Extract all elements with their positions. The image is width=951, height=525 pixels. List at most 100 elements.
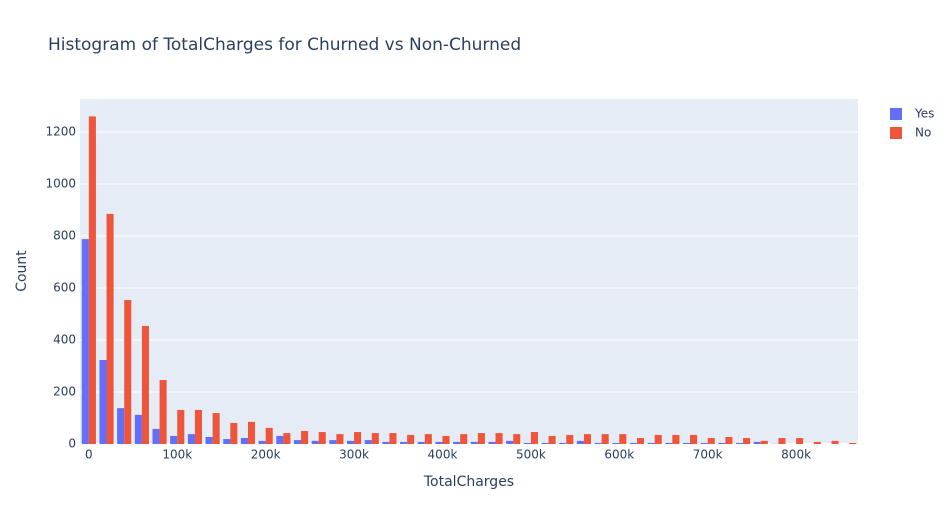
bar [849,442,857,444]
x-tick-label: 200k [251,448,281,462]
bar [400,441,408,444]
bar [177,409,185,444]
bar [301,431,309,444]
y-tick-label: 1000 [45,177,76,191]
bar [513,434,521,444]
bar [152,428,160,444]
bar [258,440,266,444]
bar [311,440,319,444]
y-axis-label: Count [14,250,30,292]
bar [276,435,284,444]
bar [99,360,107,444]
bar [329,440,337,444]
bar [230,422,238,444]
bar [88,116,96,444]
y-tick-label: 400 [53,333,76,347]
bar [700,442,708,444]
chart-title: Histogram of TotalCharges for Churned vs… [48,35,521,55]
bar [506,440,514,444]
bar [831,440,839,444]
bar [778,438,786,444]
bar [760,440,768,444]
bar [530,432,538,444]
bar [619,434,627,444]
legend-swatch [890,127,902,139]
bar [796,438,804,444]
bar [240,438,248,444]
bar [559,442,567,444]
bar [212,413,220,444]
bar [576,440,584,444]
x-tick-label: 300k [339,448,369,462]
bar [601,434,609,444]
bar [435,441,443,444]
bar [566,434,574,444]
legend-label: Yes [914,107,934,121]
bar [735,442,744,444]
bar [707,438,715,444]
bar [346,440,355,444]
bar [629,442,637,444]
legend-label: No [915,126,931,140]
bar [672,434,680,444]
legend-swatch [890,108,902,120]
bar [187,434,195,444]
bar [283,433,291,444]
bar [371,433,379,444]
bar [594,442,602,444]
bar [141,325,149,444]
bar [170,435,178,444]
bar [453,441,461,444]
bar [460,434,468,444]
x-tick-label: 800k [781,448,811,462]
bar [382,441,390,444]
bar [488,441,496,444]
bar [424,434,432,444]
bar [495,433,503,444]
bar [223,439,231,444]
x-tick-label: 400k [428,448,458,462]
bar [583,434,592,444]
bar [725,436,733,444]
bar [159,380,167,444]
x-tick-label: 500k [516,448,546,462]
bar [117,408,125,444]
bar [523,442,531,444]
bar [81,239,89,444]
bar [477,433,485,444]
x-tick-label: 700k [693,448,723,462]
bar [690,434,698,444]
bar [417,441,425,444]
bar [407,434,415,444]
bar [354,432,362,444]
x-axis-label: TotalCharges [423,474,514,490]
bar [336,434,344,444]
bar [134,414,142,444]
bar [636,438,645,444]
bar [753,441,761,444]
bar [541,442,549,444]
y-tick-label: 1200 [45,125,76,139]
bar [548,435,556,444]
y-tick-label: 800 [53,229,76,243]
bar [470,441,478,444]
x-tick-label: 600k [604,448,634,462]
bar [813,441,821,444]
bar [318,432,326,444]
bar [389,433,397,444]
bar [442,435,450,444]
y-tick-label: 200 [53,385,76,399]
y-tick-label: 0 [68,437,76,451]
y-tick-label: 600 [53,281,76,295]
bar [124,299,132,444]
bar [647,442,655,444]
bar [364,440,372,444]
bar [293,440,302,444]
bar [743,438,751,444]
bar [654,434,662,444]
bar [265,427,273,444]
x-tick-label: 100k [162,448,192,462]
bar [194,409,203,444]
bar [612,442,620,444]
